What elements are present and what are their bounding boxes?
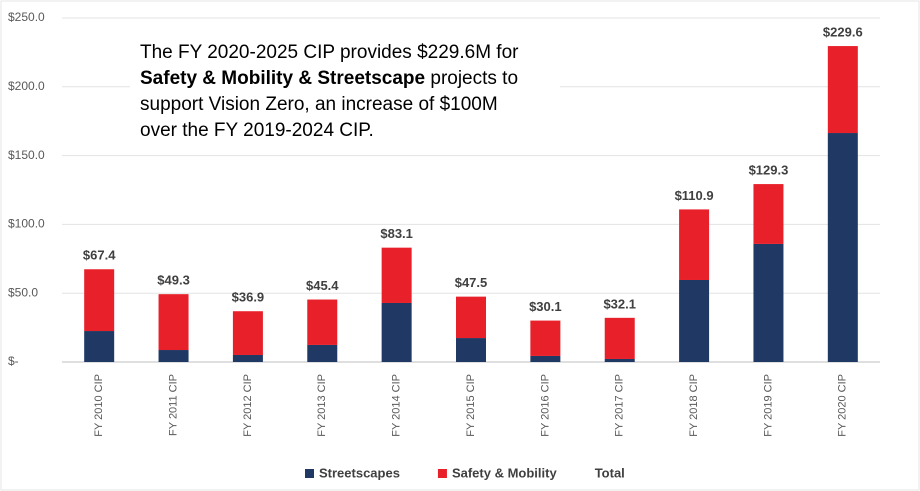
annotation-line: support Vision Zero, an increase of $100… [140, 94, 498, 115]
x-tick-label: FY 2013 CIP [316, 374, 328, 437]
bar-segment [84, 269, 115, 332]
total-label: $229.6 [823, 25, 863, 40]
bar-segment [827, 133, 858, 362]
total-label: $45.4 [306, 278, 339, 293]
bar-segment [381, 247, 412, 303]
bar-segment [753, 243, 784, 362]
bar-segment [604, 317, 635, 359]
total-label: $47.5 [455, 275, 488, 290]
bar-segment [232, 354, 263, 362]
annotation-text: projects to [425, 68, 518, 89]
bar-segment [530, 320, 561, 356]
legend-label: Safety & Mobility [452, 465, 558, 480]
bar-segment [307, 344, 338, 362]
bar-segment [679, 279, 710, 362]
y-tick-label: $50.0 [8, 285, 38, 299]
x-tick-label: FY 2019 CIP [762, 374, 774, 437]
x-tick-label: FY 2015 CIP [465, 374, 477, 437]
y-tick-label: $250.0 [8, 10, 45, 24]
bar-segment [307, 299, 338, 345]
bar-segment [158, 294, 189, 351]
annotation-text: over the FY 2019-2024 CIP. [140, 120, 374, 141]
legend: Streetscapes Safety & Mobility Total [305, 465, 625, 480]
bar-segment [456, 338, 486, 362]
bar-segment [530, 355, 561, 362]
annotation-bold: Safety & Mobility & Streetscape [140, 68, 425, 89]
legend-label: Total [595, 465, 625, 480]
total-label: $32.1 [603, 296, 636, 311]
bar-segment [827, 46, 858, 134]
x-tick-label: FY 2010 CIP [93, 374, 105, 437]
annotation-line: Safety & Mobility & Streetscape projects… [140, 68, 518, 89]
legend-label: Streetscapes [319, 465, 400, 480]
total-label: $129.3 [749, 163, 789, 178]
annotation-text: The FY 2020-2025 CIP provides $229.6M fo… [140, 42, 519, 63]
bar-segment [753, 184, 784, 244]
y-tick-label: $150.0 [8, 148, 45, 162]
bar-segment [456, 296, 486, 339]
total-label: $49.3 [157, 273, 190, 288]
legend-swatch [437, 469, 447, 478]
y-tick-label: $200.0 [8, 79, 45, 93]
y-tick-label: $- [8, 354, 19, 368]
bar-segment [604, 358, 635, 362]
total-label: $83.1 [380, 226, 413, 241]
annotation-box [130, 35, 560, 155]
bar-segment [381, 302, 412, 362]
x-tick-label: FY 2014 CIP [391, 374, 403, 437]
total-label: $36.9 [232, 290, 265, 305]
total-label: $67.4 [83, 248, 116, 263]
annotation-line: over the FY 2019-2024 CIP. [140, 120, 374, 141]
annotation-text: support Vision Zero, an increase of $100… [140, 94, 498, 115]
bars: $67.4 $49.3 $36.9 $45.4 $83.1 $47.5 $30.1 $32.1… [83, 25, 863, 362]
total-label: $30.1 [529, 299, 562, 314]
x-tick-label: FY 2020 CIP [837, 374, 849, 437]
bar-segment [679, 209, 710, 280]
x-tick-label: FY 2011 CIP [167, 374, 179, 436]
x-tick-label: FY 2017 CIP [614, 374, 626, 437]
total-label: $110.9 [675, 188, 714, 203]
annotation-line: The FY 2020-2025 CIP provides $229.6M fo… [140, 42, 519, 63]
x-tick-label: FY 2016 CIP [539, 374, 551, 437]
legend-swatch [305, 469, 314, 478]
x-tick-label: FY 2018 CIP [688, 374, 700, 437]
bar-segment [84, 331, 115, 362]
y-tick-label: $100.0 [8, 217, 45, 231]
bar-segment [232, 311, 263, 355]
bar-segment [158, 350, 189, 362]
x-tick-label: FY 2012 CIP [242, 374, 254, 437]
